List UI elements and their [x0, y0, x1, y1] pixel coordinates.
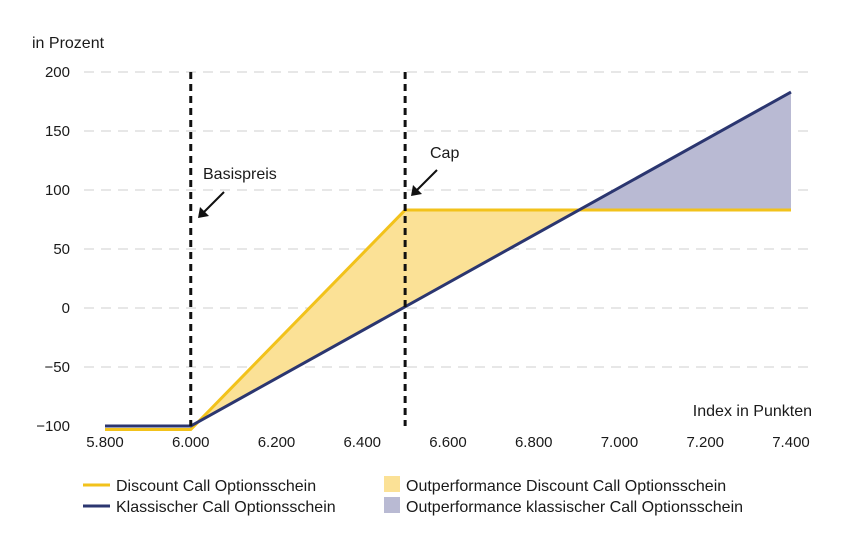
x-tick-label: 7.000: [601, 434, 639, 451]
x-tick-labels: 5.800 6.000 6.200 6.400 6.600 6.800 7.000 7.200…: [86, 434, 810, 451]
legend-label-outperformance-discount: Outperformance Discount Call Optionssche…: [406, 478, 726, 495]
y-tick-label: 100: [45, 182, 70, 199]
y-tick-label: 200: [45, 64, 70, 81]
y-tick-label: −50: [45, 359, 70, 376]
x-tick-label: 7.200: [686, 434, 724, 451]
cap-label: Cap: [430, 145, 459, 162]
x-tick-label: 6.400: [343, 434, 381, 451]
y-tick-label: 150: [45, 123, 70, 140]
x-tick-label: 6.000: [172, 434, 210, 451]
y-axis-label: in Prozent: [32, 35, 105, 52]
line-discount-call: [105, 208, 791, 432]
x-tick-label: 6.200: [258, 434, 296, 451]
callout-arrow-shaft: [201, 191, 225, 215]
legend-swatch-outperformance-klassisch: [384, 497, 400, 513]
y-tick-label: −100: [36, 418, 70, 435]
callout-arrow-head: [411, 185, 422, 196]
x-tick-label: 7.400: [772, 434, 810, 451]
legend: Discount Call Optionsschein Klassischer …: [83, 476, 743, 516]
legend-label-outperformance-klassisch: Outperformance klassischer Call Optionss…: [406, 499, 743, 516]
legend-swatch-outperformance-discount: [384, 476, 400, 492]
x-axis-label: Index in Punkten: [693, 403, 812, 420]
basispreis-label: Basispreis: [203, 166, 277, 183]
legend-label-discount-call: Discount Call Optionsschein: [116, 478, 316, 495]
y-tick-labels: 200 150 100 50 0 −50 −100: [36, 64, 70, 435]
y-tick-label: 50: [53, 241, 70, 258]
x-tick-label: 6.600: [429, 434, 467, 451]
y-tick-label: 0: [62, 300, 70, 317]
x-tick-label: 6.800: [515, 434, 553, 451]
callout-arrow-head: [198, 207, 209, 218]
area-outperformance-discount: [190, 210, 579, 430]
callout-arrow-shaft: [414, 169, 438, 193]
x-tick-label: 5.800: [86, 434, 124, 451]
vertical-markers: Basispreis Cap: [189, 72, 459, 426]
legend-label-klassischer-call: Klassischer Call Optionsschein: [116, 499, 336, 516]
